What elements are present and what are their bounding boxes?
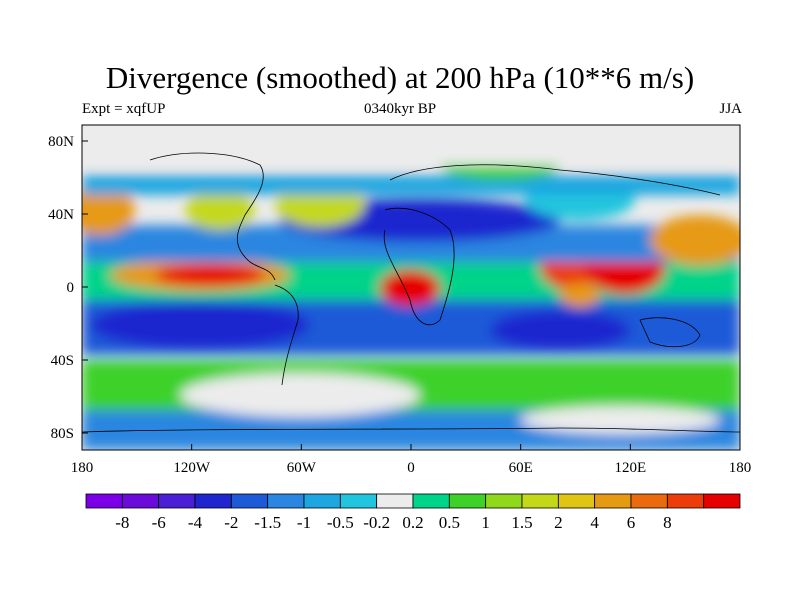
colorbar-swatch (85, 493, 123, 509)
plot-title: Divergence (smoothed) at 200 hPa (10**6 … (105, 60, 695, 95)
y-tick-label: 0 (67, 280, 75, 296)
x-tick-label: 180 (729, 460, 752, 476)
colorbar-label: -4 (188, 513, 203, 532)
x-tick-label: 120E (614, 460, 646, 476)
colorbar-label: -8 (115, 513, 129, 532)
australia-coast (639, 317, 701, 348)
colorbar-swatch (666, 493, 705, 509)
africa-max (380, 270, 440, 306)
north-america-positive (185, 190, 255, 230)
experiment-label: Expt = xqfUP (82, 101, 166, 117)
arctic-neutral (82, 125, 740, 165)
colorbar-swatch (412, 493, 450, 509)
midlatitude-band (82, 175, 740, 195)
colorbar-swatch (521, 493, 559, 509)
colorbar-swatch (376, 493, 414, 509)
colorbar-label: 8 (663, 513, 672, 532)
colorbar-label: 6 (627, 513, 636, 532)
colorbar-label: 1.5 (511, 513, 532, 532)
colorbar-label: -1.5 (254, 513, 281, 532)
africa-coast (383, 207, 455, 326)
south-america-coast (274, 284, 299, 386)
east-pacific-max (155, 264, 265, 286)
south-pacific-minimum (90, 301, 310, 349)
y-tick-label: 80S (51, 426, 74, 442)
colorbar-label: -0.2 (363, 513, 390, 532)
colorbar: -8 -6 -4 -2 -1.5 -1 -0.5 -0.2 0.2 0.5 1 1.5 2 4 6 8 (85, 493, 741, 532)
colorbar-swatch (703, 493, 741, 509)
north-pacific-west-max (82, 185, 135, 235)
colorbar-swatch (485, 493, 523, 509)
colorbar-swatch (267, 493, 305, 509)
colorbar-swatch (194, 493, 232, 509)
colorbar-label: -1 (297, 513, 311, 532)
north-america-coast (149, 152, 276, 281)
x-tick-label: 0 (407, 460, 415, 476)
y-tick-label: 40S (51, 353, 74, 369)
colorbar-swatch (121, 493, 160, 509)
colorbar-label: -6 (152, 513, 166, 532)
colorbar-swatch (557, 493, 596, 509)
eurasia-coast (389, 164, 721, 196)
colorbar-swatch (339, 493, 378, 509)
indonesia-max (560, 283, 600, 307)
colorbar-label: 1 (481, 513, 490, 532)
colorbar-label: 0.5 (439, 513, 460, 532)
colorbar-label: -0.5 (327, 513, 354, 532)
indian-ocean-minimum (490, 310, 630, 350)
contour-field (82, 125, 740, 450)
period-label: 0340kyr BP (363, 101, 437, 117)
axes: 80N 40N 0 40S 80S 180 120W 60W 0 60E 120E 180 (48, 134, 751, 476)
y-tick-label: 40N (48, 207, 74, 223)
colorbar-label: -2 (224, 513, 238, 532)
colorbar-label: 2 (554, 513, 563, 532)
y-tick-label: 80N (48, 134, 74, 150)
colorbar-swatch (303, 493, 341, 509)
x-tick-label: 60W (287, 460, 317, 476)
colorbar-swatch (594, 493, 632, 509)
colorbar-swatch (448, 493, 487, 509)
colorbar-label: 4 (590, 513, 599, 532)
north-pacific-east-max (650, 215, 740, 265)
colorbar-swatch (230, 493, 269, 509)
season-label: JJA (719, 101, 742, 117)
coastlines (82, 152, 740, 433)
colorbar-swatch (158, 493, 196, 509)
x-tick-label: 120W (173, 460, 211, 476)
colorbar-swatch (630, 493, 668, 509)
antarctica-coast (82, 427, 740, 433)
x-tick-label: 60E (509, 460, 533, 476)
south-atlantic-neutral (180, 373, 420, 417)
colorbar-label: 0.2 (402, 513, 423, 532)
antarctic-neutral (520, 406, 720, 434)
x-tick-label: 180 (71, 460, 94, 476)
